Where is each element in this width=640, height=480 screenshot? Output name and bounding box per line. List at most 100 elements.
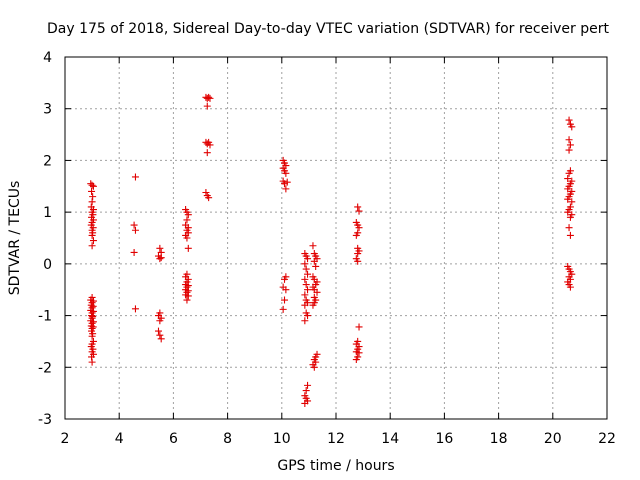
data-point-marker	[130, 248, 138, 256]
x-axis-title: GPS time / hours	[277, 458, 394, 474]
data-point-marker	[183, 296, 191, 304]
data-point-marker	[206, 141, 214, 149]
data-point-marker	[156, 317, 164, 325]
data-point-marker	[183, 216, 191, 224]
data-point-marker	[304, 312, 312, 320]
y-tick-label: 2	[43, 153, 52, 169]
data-point-marker	[130, 221, 138, 229]
data-point-marker	[564, 175, 572, 183]
data-point-marker	[566, 141, 574, 149]
data-point-marker	[355, 207, 363, 215]
data-point-marker	[283, 178, 291, 186]
data-point-marker	[565, 146, 573, 154]
x-tick-label: 8	[223, 431, 232, 447]
data-point-marker	[89, 237, 97, 245]
data-point-marker	[279, 305, 287, 313]
data-point-marker	[354, 257, 362, 265]
y-tick-label: -1	[38, 309, 52, 325]
x-tick-label: 12	[327, 431, 345, 447]
data-point-marker	[355, 224, 363, 232]
data-point-marker	[301, 260, 309, 268]
data-point-marker	[355, 349, 363, 357]
data-point-marker	[282, 185, 290, 193]
data-point-marker	[565, 116, 573, 124]
data-point-marker	[282, 273, 290, 281]
data-point-marker	[89, 323, 97, 331]
x-tick-label: 14	[381, 431, 399, 447]
data-point-marker	[302, 387, 310, 395]
data-point-marker	[354, 250, 362, 258]
data-point-marker	[568, 123, 576, 131]
y-tick-label: 0	[43, 257, 52, 273]
data-point-marker	[564, 195, 572, 203]
y-tick-label: 4	[43, 50, 52, 66]
data-point-marker	[88, 231, 96, 239]
chart-title: Day 175 of 2018, Sidereal Day-to-day VTE…	[47, 21, 609, 37]
data-point-marker	[89, 307, 97, 315]
data-point-marker	[304, 381, 312, 389]
data-point-marker	[564, 185, 572, 193]
x-tick-label: 16	[435, 431, 453, 447]
y-tick-label: 1	[43, 205, 52, 221]
data-point-marker	[568, 198, 576, 206]
y-tick-label: -2	[38, 360, 52, 376]
data-point-marker	[89, 182, 97, 190]
data-point-marker	[131, 173, 139, 181]
data-point-marker	[312, 262, 320, 270]
data-point-marker	[313, 288, 321, 296]
data-point-marker	[154, 327, 162, 335]
data-point-marker	[203, 149, 211, 157]
data-point-marker	[301, 317, 309, 325]
data-point-marker	[183, 234, 191, 242]
grid-lines	[65, 57, 607, 419]
data-point-marker	[565, 169, 573, 177]
data-point-marker	[565, 136, 573, 144]
data-point-marker	[156, 255, 164, 263]
data-markers	[87, 93, 576, 407]
data-point-marker	[88, 332, 96, 340]
data-point-marker	[566, 231, 574, 239]
y-axis-tick-labels: -3 -2 -1 0 1 2 3 4	[38, 50, 52, 428]
data-point-marker	[157, 254, 165, 262]
data-point-marker	[564, 208, 572, 216]
data-point-marker	[88, 358, 96, 366]
data-point-marker	[565, 224, 573, 232]
x-tick-label: 22	[598, 431, 616, 447]
data-point-marker	[304, 270, 312, 278]
data-point-marker	[566, 283, 574, 291]
x-axis-tick-labels: 2 4 6 8 10 12 14 16 18 20 22	[61, 431, 616, 447]
data-point-marker	[302, 281, 310, 289]
data-point-marker	[310, 363, 318, 371]
data-point-marker	[205, 93, 213, 101]
y-tick-label: 3	[43, 102, 52, 118]
data-point-marker	[88, 187, 96, 195]
x-tick-label: 18	[490, 431, 508, 447]
x-tick-label: 2	[61, 431, 70, 447]
x-tick-label: 20	[544, 431, 562, 447]
data-point-marker	[302, 265, 310, 273]
y-axis-title: SDTVAR / TECUs	[7, 181, 23, 296]
data-point-marker	[88, 181, 96, 189]
data-point-marker	[301, 275, 309, 283]
data-point-marker	[301, 301, 309, 309]
data-point-marker	[131, 305, 139, 313]
x-tick-label: 6	[169, 431, 178, 447]
y-tick-label: -3	[38, 412, 52, 428]
x-tick-label: 10	[273, 431, 291, 447]
data-point-marker	[131, 226, 139, 234]
data-point-marker	[301, 399, 309, 407]
data-point-marker	[282, 286, 290, 294]
data-point-marker	[354, 203, 362, 211]
data-point-marker	[184, 211, 192, 219]
data-point-marker	[304, 286, 312, 294]
data-point-marker	[304, 255, 312, 263]
data-point-marker	[309, 301, 317, 309]
data-point-marker	[203, 102, 211, 110]
data-point-marker	[184, 292, 192, 300]
data-point-marker	[184, 244, 192, 252]
x-tick-label: 4	[115, 431, 124, 447]
plot-frame	[64, 56, 608, 420]
data-point-marker	[202, 188, 210, 196]
data-point-marker	[156, 244, 164, 252]
